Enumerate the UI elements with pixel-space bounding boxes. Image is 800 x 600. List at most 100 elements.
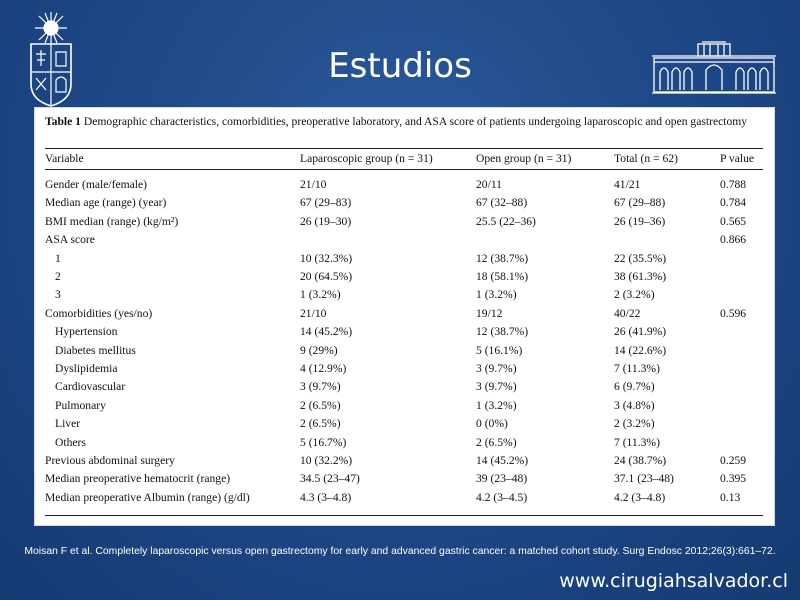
row-p-value: 0.596 xyxy=(720,306,747,320)
slide-title: Estudios xyxy=(328,46,472,86)
row-p-value: 0.784 xyxy=(720,196,747,210)
row-total: 38 (61.3%) xyxy=(614,270,667,283)
table-row: Previous abdominal surgery 10 (32.2%) 14 (… xyxy=(35,452,776,470)
row-p-value: 0.565 xyxy=(720,214,747,228)
row-total: 26 (41.9%) xyxy=(614,325,667,339)
row-open: 0 (0%) xyxy=(476,417,508,431)
row-open: 3 (9.7%) xyxy=(476,362,517,375)
row-variable: Pulmonary xyxy=(55,398,106,412)
row-p-value: 0.866 xyxy=(720,233,747,247)
row-variable: Median preoperative hematocrit (range) xyxy=(45,472,231,486)
row-total: 14 (22.6%) xyxy=(614,343,667,357)
row-total: 2 (3.2%) xyxy=(614,417,655,431)
row-laparoscopic: 10 (32.2%) xyxy=(300,454,353,467)
table-row: Dyslipidemia 4 (12.9%) 3 (9.7%) 7 (11.3%) xyxy=(35,360,776,378)
table-top-rule xyxy=(45,148,763,149)
row-open: 20/11 xyxy=(476,178,502,191)
row-laparoscopic: 20 (64.5%) xyxy=(300,270,353,283)
row-laparoscopic: 67 (29–83) xyxy=(300,196,352,210)
row-open: 1 (3.2%) xyxy=(476,288,517,302)
row-laparoscopic: 21/10 xyxy=(300,178,327,191)
table-header-row: Variable Laparoscopic group (n = 31) Ope… xyxy=(35,150,776,168)
row-variable: Cardiovascular xyxy=(55,380,126,394)
row-open: 12 (38.7%) xyxy=(476,325,529,339)
row-variable: 2 xyxy=(55,270,61,283)
row-total: 4.2 (3–4.8) xyxy=(614,490,666,504)
row-open: 3 (9.7%) xyxy=(476,380,517,394)
row-variable: Gender (male/female) xyxy=(45,178,148,191)
table-row: Others 5 (16.7%) 2 (6.5%) 7 (11.3%) xyxy=(35,434,776,452)
row-p-value: 0.259 xyxy=(720,454,747,467)
row-open: 1 (3.2%) xyxy=(476,398,517,412)
row-open: 2 (6.5%) xyxy=(476,435,517,449)
row-total: 37.1 (23–48) xyxy=(614,472,674,486)
row-laparoscopic: 10 (32.3%) xyxy=(300,251,353,265)
row-open: 12 (38.7%) xyxy=(476,251,529,265)
table-row: Cardiovascular 3 (9.7%) 3 (9.7%) 6 (9.7%) xyxy=(35,378,776,396)
row-p-value: 0.395 xyxy=(720,472,747,486)
row-total: 7 (11.3%) xyxy=(614,362,660,375)
table-row: ASA score 0.866 xyxy=(35,231,776,249)
header-p-value: P value xyxy=(720,152,755,165)
table-bottom-rule xyxy=(45,515,763,516)
row-variable: Liver xyxy=(55,417,81,431)
row-open: 25.5 (22–36) xyxy=(476,214,536,228)
row-total: 41/21 xyxy=(614,178,641,191)
row-open: 19/12 xyxy=(476,306,503,320)
row-variable: Others xyxy=(55,435,86,449)
table-caption-label: Table 1 xyxy=(45,115,81,128)
table-row: 1 10 (32.3%) 12 (38.7%) 22 (35.5%) xyxy=(35,250,776,268)
table-row: Hypertension 14 (45.2%) 12 (38.7%) 26 (41.9… xyxy=(35,323,776,341)
row-variable: Diabetes mellitus xyxy=(55,343,136,357)
row-variable: 3 xyxy=(55,288,61,302)
row-laparoscopic: 1 (3.2%) xyxy=(300,288,341,302)
row-laparoscopic: 3 (9.7%) xyxy=(300,380,341,394)
row-laparoscopic: 34.5 (23–47) xyxy=(300,472,360,486)
header-variable: Variable xyxy=(45,152,84,165)
row-open: 67 (32–88) xyxy=(476,196,528,210)
row-variable: Median preoperative Albumin (range) (g/d… xyxy=(45,490,250,504)
row-laparoscopic: 14 (45.2%) xyxy=(300,325,353,339)
table-row: Gender (male/female) 21/10 20/11 41/21 0.788 xyxy=(35,176,776,194)
header-laparoscopic: Laparoscopic group (n = 31) xyxy=(300,152,433,165)
row-variable: Dyslipidemia xyxy=(55,362,118,375)
row-open: 39 (23–48) xyxy=(476,472,528,486)
row-variable: Comorbidities (yes/no) xyxy=(45,306,153,320)
table-row: 3 1 (3.2%) 1 (3.2%) 2 (3.2%) xyxy=(35,286,776,304)
table-row: Median age (range) (year) 67 (29–83) 67 (3… xyxy=(35,194,776,212)
table-header-rule xyxy=(45,169,763,170)
table-row: Diabetes mellitus 9 (29%) 5 (16.1%) 14 (22.… xyxy=(35,342,776,360)
row-laparoscopic: 4.3 (3–4.8) xyxy=(300,490,352,504)
hospital-building-logo xyxy=(652,40,776,96)
header-open: Open group (n = 31) xyxy=(476,152,572,165)
row-total: 22 (35.5%) xyxy=(614,251,667,265)
row-variable: Hypertension xyxy=(55,325,118,339)
row-total: 26 (19–36) xyxy=(614,214,666,228)
row-total: 24 (38.7%) xyxy=(614,454,667,467)
row-laparoscopic: 2 (6.5%) xyxy=(300,398,341,412)
table-row: Median preoperative Albumin (range) (g/d… xyxy=(35,489,776,507)
row-open: 5 (16.1%) xyxy=(476,343,523,357)
row-total: 3 (4.8%) xyxy=(614,398,655,412)
table-row: Median preoperative hematocrit (range) 34… xyxy=(35,470,776,488)
row-p-value: 0.788 xyxy=(720,178,747,191)
row-variable: ASA score xyxy=(45,233,95,247)
university-crest-logo xyxy=(27,10,75,108)
row-open: 4.2 (3–4.5) xyxy=(476,490,528,504)
row-laparoscopic: 9 (29%) xyxy=(300,343,338,357)
row-variable: BMI median (range) (kg/m²) xyxy=(45,214,179,228)
table-row: Liver 2 (6.5%) 0 (0%) 2 (3.2%) xyxy=(35,415,776,433)
table-caption-text: Demographic characteristics, comorbiditi… xyxy=(83,115,748,128)
row-laparoscopic: 26 (19–30) xyxy=(300,214,352,228)
row-total: 6 (9.7%) xyxy=(614,380,655,394)
row-laparoscopic: 5 (16.7%) xyxy=(300,435,347,449)
citation-text: Moisan F et al. Completely laparoscopic … xyxy=(24,546,776,557)
row-total: 2 (3.2%) xyxy=(614,288,655,302)
table-row: Pulmonary 2 (6.5%) 1 (3.2%) 3 (4.8%) xyxy=(35,397,776,415)
demographics-table: Table 1 Demographic characteristics, com… xyxy=(34,107,775,526)
website-link[interactable]: www.cirugiahsalvador.cl xyxy=(559,570,788,592)
row-total: 40/22 xyxy=(614,306,641,320)
row-laparoscopic: 4 (12.9%) xyxy=(300,362,347,375)
table-row: BMI median (range) (kg/m²) 26 (19–30) 25.5… xyxy=(35,213,776,231)
row-p-value: 0.13 xyxy=(720,490,741,504)
